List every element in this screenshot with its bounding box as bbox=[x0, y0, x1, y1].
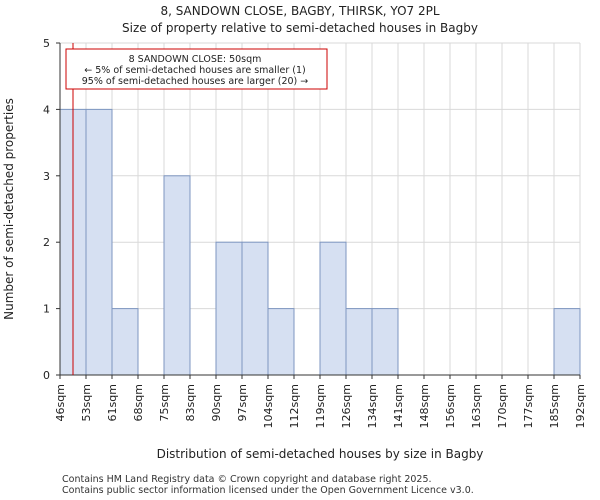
bar-104sqm bbox=[267, 308, 295, 376]
y-tick-label-1: 1 bbox=[43, 303, 50, 316]
x-tick-label-112sqm: 112sqm bbox=[288, 384, 301, 428]
x-tick-label-104sqm: 104sqm bbox=[262, 384, 275, 428]
bar-185sqm bbox=[553, 308, 581, 376]
x-tick-label-68sqm: 68sqm bbox=[132, 384, 145, 421]
x-axis-label: Distribution of semi-detached houses by … bbox=[157, 447, 484, 461]
x-tick-label-163sqm: 163sqm bbox=[470, 384, 483, 428]
annotation-line-1: 8 SANDOWN CLOSE: 50sqm bbox=[129, 54, 262, 65]
y-ticks: 0 1 2 3 4 5 bbox=[43, 37, 60, 382]
y-tick-label-5: 5 bbox=[43, 37, 50, 50]
bar-126sqm bbox=[345, 308, 373, 376]
annotation-line-2: ← 5% of semi-detached houses are smaller… bbox=[84, 65, 305, 76]
x-tick-label-46sqm: 46sqm bbox=[54, 384, 67, 421]
x-tick-label-61sqm: 61sqm bbox=[106, 384, 119, 421]
chart-title: 8, SANDOWN CLOSE, BAGBY, THIRSK, YO7 2PL bbox=[160, 4, 440, 18]
x-tick-label-97sqm: 97sqm bbox=[236, 384, 249, 421]
x-tick-label-141sqm: 141sqm bbox=[392, 384, 405, 428]
annotation-box: 8 SANDOWN CLOSE: 50sqm ← 5% of semi-deta… bbox=[65, 48, 328, 90]
y-tick-label-3: 3 bbox=[43, 170, 50, 183]
y-tick-label-2: 2 bbox=[43, 236, 50, 249]
x-tick-label-156sqm: 156sqm bbox=[444, 384, 457, 428]
bar-75sqm bbox=[163, 175, 191, 376]
bar-134sqm bbox=[371, 308, 399, 376]
y-tick-label-4: 4 bbox=[43, 103, 50, 116]
bar-90sqm bbox=[215, 241, 243, 376]
chart-subtitle: Size of property relative to semi-detach… bbox=[122, 21, 478, 35]
x-tick-label-192sqm: 192sqm bbox=[574, 384, 587, 428]
x-tick-label-170sqm: 170sqm bbox=[496, 384, 509, 428]
x-tick-label-119sqm: 119sqm bbox=[314, 384, 327, 428]
x-tick-label-75sqm: 75sqm bbox=[158, 384, 171, 421]
footer-line-1: Contains HM Land Registry data © Crown c… bbox=[62, 474, 432, 485]
x-tick-label-185sqm: 185sqm bbox=[548, 384, 561, 428]
bar-119sqm bbox=[319, 241, 347, 376]
x-tick-label-148sqm: 148sqm bbox=[418, 384, 431, 428]
x-tick-label-90sqm: 90sqm bbox=[210, 384, 223, 421]
bar-61sqm bbox=[111, 308, 139, 376]
bar-53sqm bbox=[85, 108, 113, 376]
annotation-border bbox=[65, 48, 328, 90]
x-tick-label-83sqm: 83sqm bbox=[184, 384, 197, 421]
y-tick-label-0: 0 bbox=[43, 369, 50, 382]
bar-97sqm bbox=[241, 241, 269, 376]
x-tick-label-126sqm: 126sqm bbox=[340, 384, 353, 428]
footer-line-2: Contains public sector information licen… bbox=[62, 485, 474, 496]
x-tick-label-177sqm: 177sqm bbox=[522, 384, 535, 428]
x-ticks: 46sqm 53sqm 61sqm 68sqm 75sqm 83sqm 90sqm 97sqm… bbox=[54, 375, 587, 428]
y-axis-label: Number of semi-detached properties bbox=[2, 98, 16, 320]
annotation-line-3: 95% of semi-detached houses are larger (… bbox=[82, 76, 309, 87]
x-tick-label-134sqm: 134sqm bbox=[366, 384, 379, 428]
x-tick-label-53sqm: 53sqm bbox=[80, 384, 93, 421]
